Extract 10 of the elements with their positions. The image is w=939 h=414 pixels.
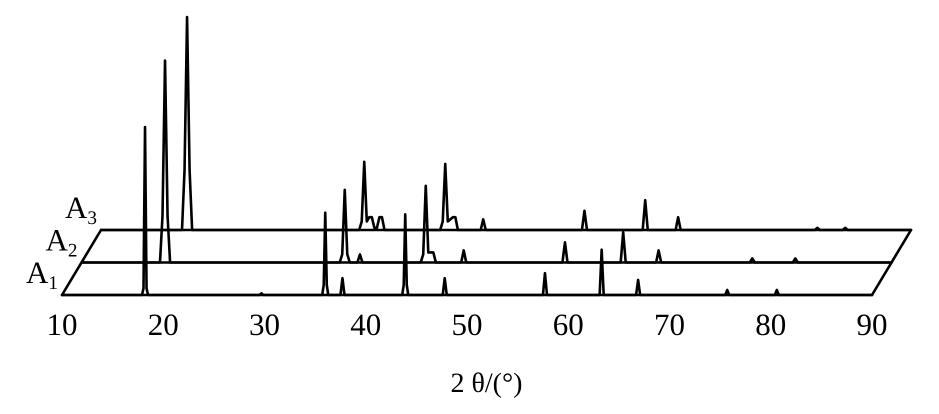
x-tick-label: 50 (452, 307, 482, 342)
x-tick-label: 30 (249, 307, 280, 342)
x-tick-label: 90 (856, 307, 888, 342)
x-tick-label: 70 (654, 307, 685, 342)
x-tick-label: 20 (148, 307, 179, 342)
x-axis-title: 2 θ/(°) (450, 368, 523, 399)
x-tick-label: 60 (552, 307, 584, 342)
x-tick-label: 80 (755, 307, 786, 342)
x-tick-label: 10 (46, 307, 78, 342)
x-tick-label: 40 (350, 307, 382, 342)
